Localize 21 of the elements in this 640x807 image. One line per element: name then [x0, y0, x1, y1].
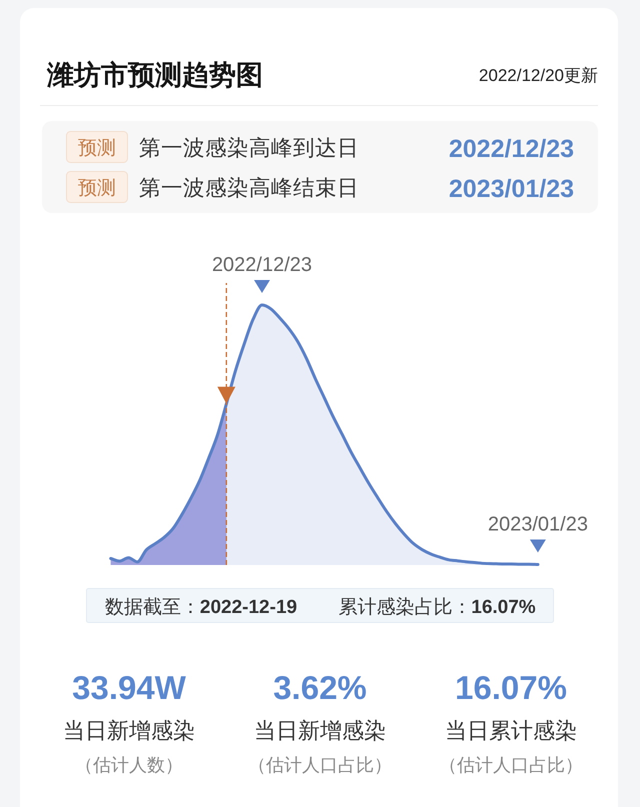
text: 当日新增感染	[254, 718, 386, 743]
annotation: 2022/12/23	[212, 254, 312, 276]
chart-subtitle: 2022/12/20更新	[478, 66, 598, 85]
text: 16.07%	[455, 669, 567, 706]
text: 2022/12/23	[448, 135, 574, 163]
text: （估计人数）	[75, 755, 183, 775]
text: 预测	[78, 178, 116, 199]
text: 累计感染占比：16.07%	[338, 596, 536, 618]
text: 第一波感染高峰结束日	[139, 176, 359, 200]
text: 当日新增感染	[63, 718, 195, 743]
text: 2023/01/23	[448, 175, 574, 203]
text: 数据截至：2022-12-19	[104, 597, 298, 618]
annotation: 2023/01/23	[488, 513, 588, 536]
text: 第一波感染高峰到达日	[139, 136, 359, 160]
text: （估计人口占比）	[248, 755, 392, 775]
text: 预测	[78, 138, 116, 159]
text: 当日累计感染	[445, 718, 577, 743]
chart-title: 潍坊市预测趋势图	[46, 60, 263, 90]
text: 3.62%	[273, 669, 367, 706]
text: （估计人口占比）	[439, 755, 583, 775]
text: 33.94W	[72, 669, 187, 706]
